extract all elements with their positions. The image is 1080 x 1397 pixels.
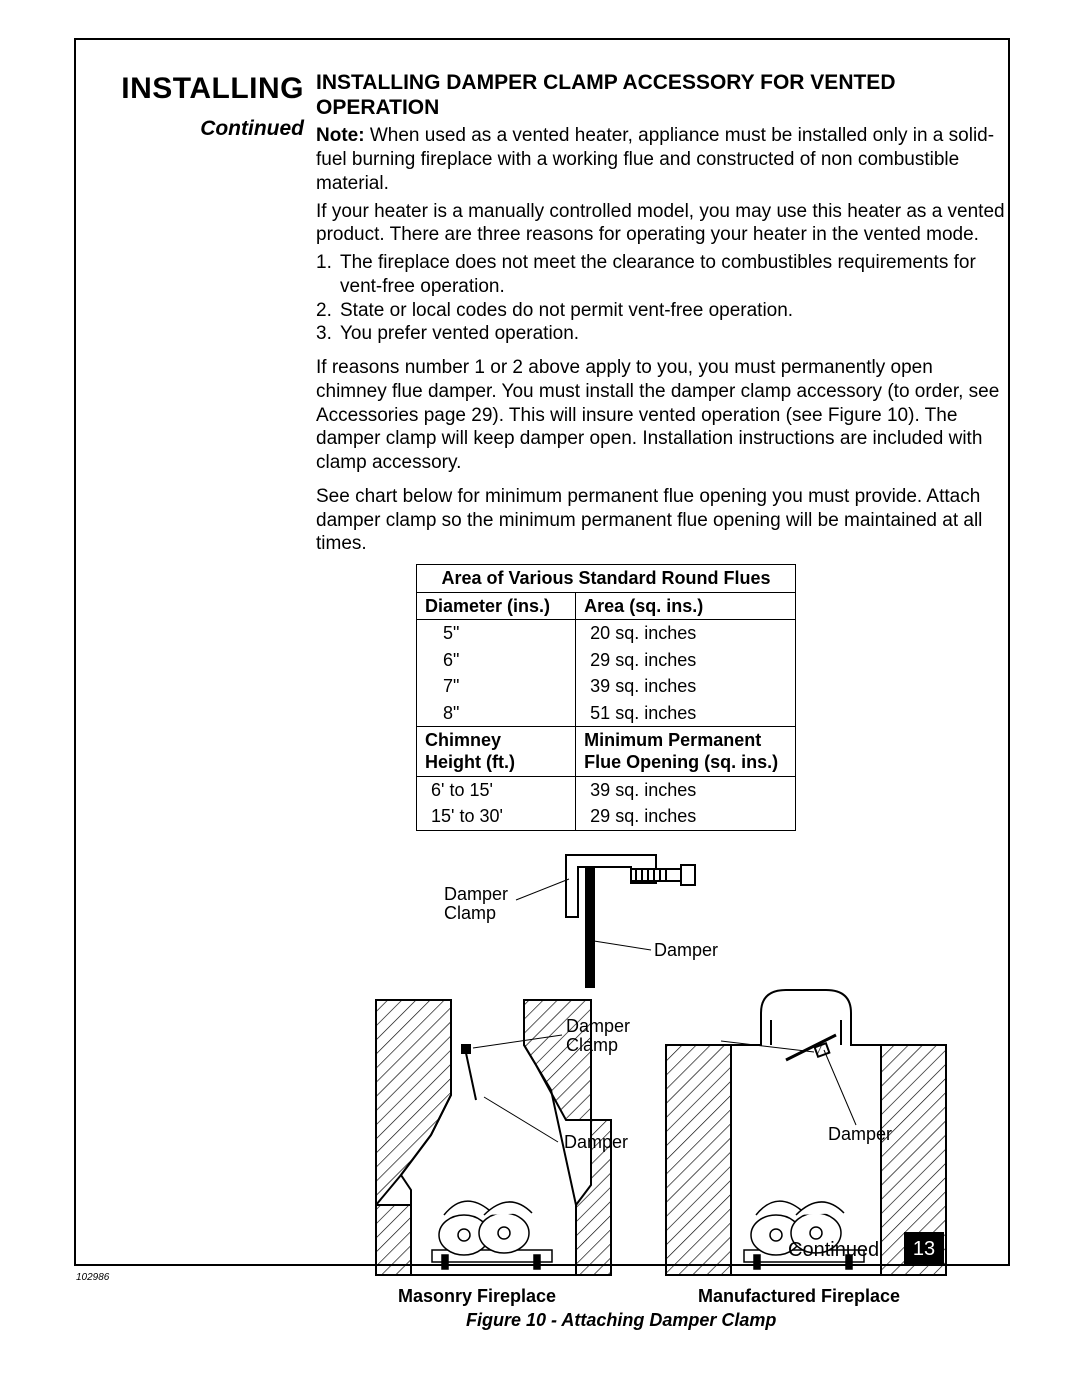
table-cell: 7" <box>417 673 576 700</box>
callout-damper: Damper <box>564 1133 628 1152</box>
list-item: 3.You prefer vented operation. <box>316 322 1006 346</box>
figure-10: DamperClamp Damper DamperClamp Damper Da… <box>316 845 1006 1325</box>
chimney-height-table: ChimneyHeight (ft.) Minimum PermanentFlu… <box>416 726 796 831</box>
table-cell: 6' to 15' <box>417 776 576 803</box>
list-item: 2.State or local codes do not permit ven… <box>316 299 1006 323</box>
doc-number: 102986 <box>76 1272 109 1285</box>
footer-continued: Continued <box>788 1238 879 1263</box>
table-cell: 8" <box>417 700 576 727</box>
table-header: Area (sq. ins.) <box>576 592 796 620</box>
tables-container: Area of Various Standard Round Flues Dia… <box>416 564 796 831</box>
table-cell: 51 sq. inches <box>576 700 796 727</box>
table-cell: 39 sq. inches <box>576 673 796 700</box>
list-num: 2. <box>316 299 340 323</box>
callout-damper: Damper <box>828 1125 892 1144</box>
table-cell: 39 sq. inches <box>576 776 796 803</box>
table-header: Minimum PermanentFlue Opening (sq. ins.) <box>576 726 796 776</box>
list-item: 1.The fireplace does not meet the cleara… <box>316 251 1006 299</box>
list-num: 3. <box>316 322 340 346</box>
fireplace-type-left: Masonry Fireplace <box>398 1285 556 1308</box>
table-header: ChimneyHeight (ft.) <box>417 726 576 776</box>
table-cell: 15' to 30' <box>417 803 576 830</box>
text-span: Accessories <box>316 405 418 426</box>
table-cell: 29 sq. inches <box>576 803 796 830</box>
callout-damper: Damper <box>654 941 718 960</box>
chart-paragraph: See chart below for minimum permanent fl… <box>316 485 1006 556</box>
text-span: If reasons number 1 or 2 above apply to … <box>316 357 999 402</box>
table-cell: 20 sq. inches <box>576 620 796 647</box>
flue-area-table: Area of Various Standard Round Flues Dia… <box>416 564 796 727</box>
table-cell: 6" <box>417 647 576 674</box>
main-column: INSTALLING DAMPER CLAMP ACCESSORY FOR VE… <box>316 70 1006 1325</box>
reasons-list: 1.The fireplace does not meet the cleara… <box>316 251 1006 346</box>
intro-paragraph: If your heater is a manually controlled … <box>316 200 1006 248</box>
damper-paragraph: If reasons number 1 or 2 above apply to … <box>316 356 1006 475</box>
callout-damper-clamp: DamperClamp <box>444 885 508 923</box>
table-caption: Area of Various Standard Round Flues <box>417 565 796 593</box>
table-header: Diameter (ins.) <box>417 592 576 620</box>
subsection-title: INSTALLING DAMPER CLAMP ACCESSORY FOR VE… <box>316 70 1006 120</box>
figure-svg <box>316 845 1006 1315</box>
continued-label: Continued <box>74 116 304 142</box>
list-text: State or local codes do not permit vent-… <box>340 299 1006 323</box>
figure-caption: Figure 10 - Attaching Damper Clamp <box>466 1309 776 1332</box>
note-text: When used as a vented heater, appliance … <box>316 125 994 194</box>
callout-damper-clamp: DamperClamp <box>566 1017 630 1055</box>
section-heading: INSTALLING <box>74 70 304 108</box>
note-paragraph: Note: When used as a vented heater, appl… <box>316 124 1006 195</box>
left-column: INSTALLING Continued <box>74 70 304 142</box>
table-cell: 5" <box>417 620 576 647</box>
table-cell: 29 sq. inches <box>576 647 796 674</box>
list-text: You prefer vented operation. <box>340 322 1006 346</box>
list-num: 1. <box>316 251 340 299</box>
note-label: Note: <box>316 125 365 146</box>
fireplace-type-right: Manufactured Fireplace <box>698 1285 900 1308</box>
list-text: The fireplace does not meet the clearanc… <box>340 251 1006 299</box>
page-number: 13 <box>904 1232 944 1266</box>
